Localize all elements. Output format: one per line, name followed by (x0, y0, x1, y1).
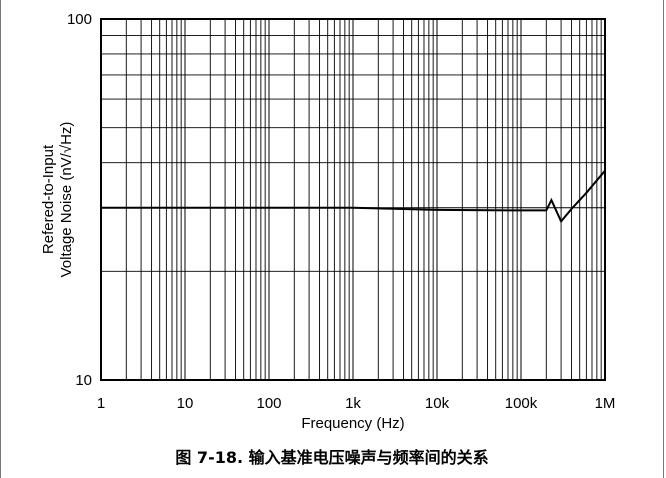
x-tick-label: 1 (97, 395, 105, 412)
x-tick-label: 10k (425, 395, 450, 412)
y-axis-label-line-1: Refered-to-Input (40, 144, 57, 254)
x-axis-label: Frequency (Hz) (301, 415, 404, 432)
y-axis-ticks: 10 100 (67, 11, 92, 389)
y-tick-label: 10 (75, 372, 92, 389)
plot-area (100, 18, 606, 381)
noise-series-line (101, 170, 606, 224)
noise-vs-frequency-chart: 1 10 100 1k 10k 100k 1M 10 100 Frequency (Hz) R… (40, 11, 616, 432)
y-axis-label: Refered-to-Input Voltage Noise (nV/√Hz) (40, 122, 75, 278)
x-axis-ticks: 1 10 100 1k 10k 100k 1M (97, 395, 616, 412)
x-tick-label: 10 (177, 395, 194, 412)
x-tick-label: 100 (256, 395, 281, 412)
y-tick-label: 100 (67, 11, 92, 28)
x-tick-label: 100k (505, 395, 538, 412)
x-tick-label: 1M (595, 395, 616, 412)
grid (101, 19, 605, 380)
x-tick-label: 1k (345, 395, 361, 412)
figure-caption: 图 7-18. 输入基准电压噪声与频率间的关系 (175, 448, 489, 467)
y-axis-label-line-2: Voltage Noise (nV/√Hz) (58, 122, 75, 278)
